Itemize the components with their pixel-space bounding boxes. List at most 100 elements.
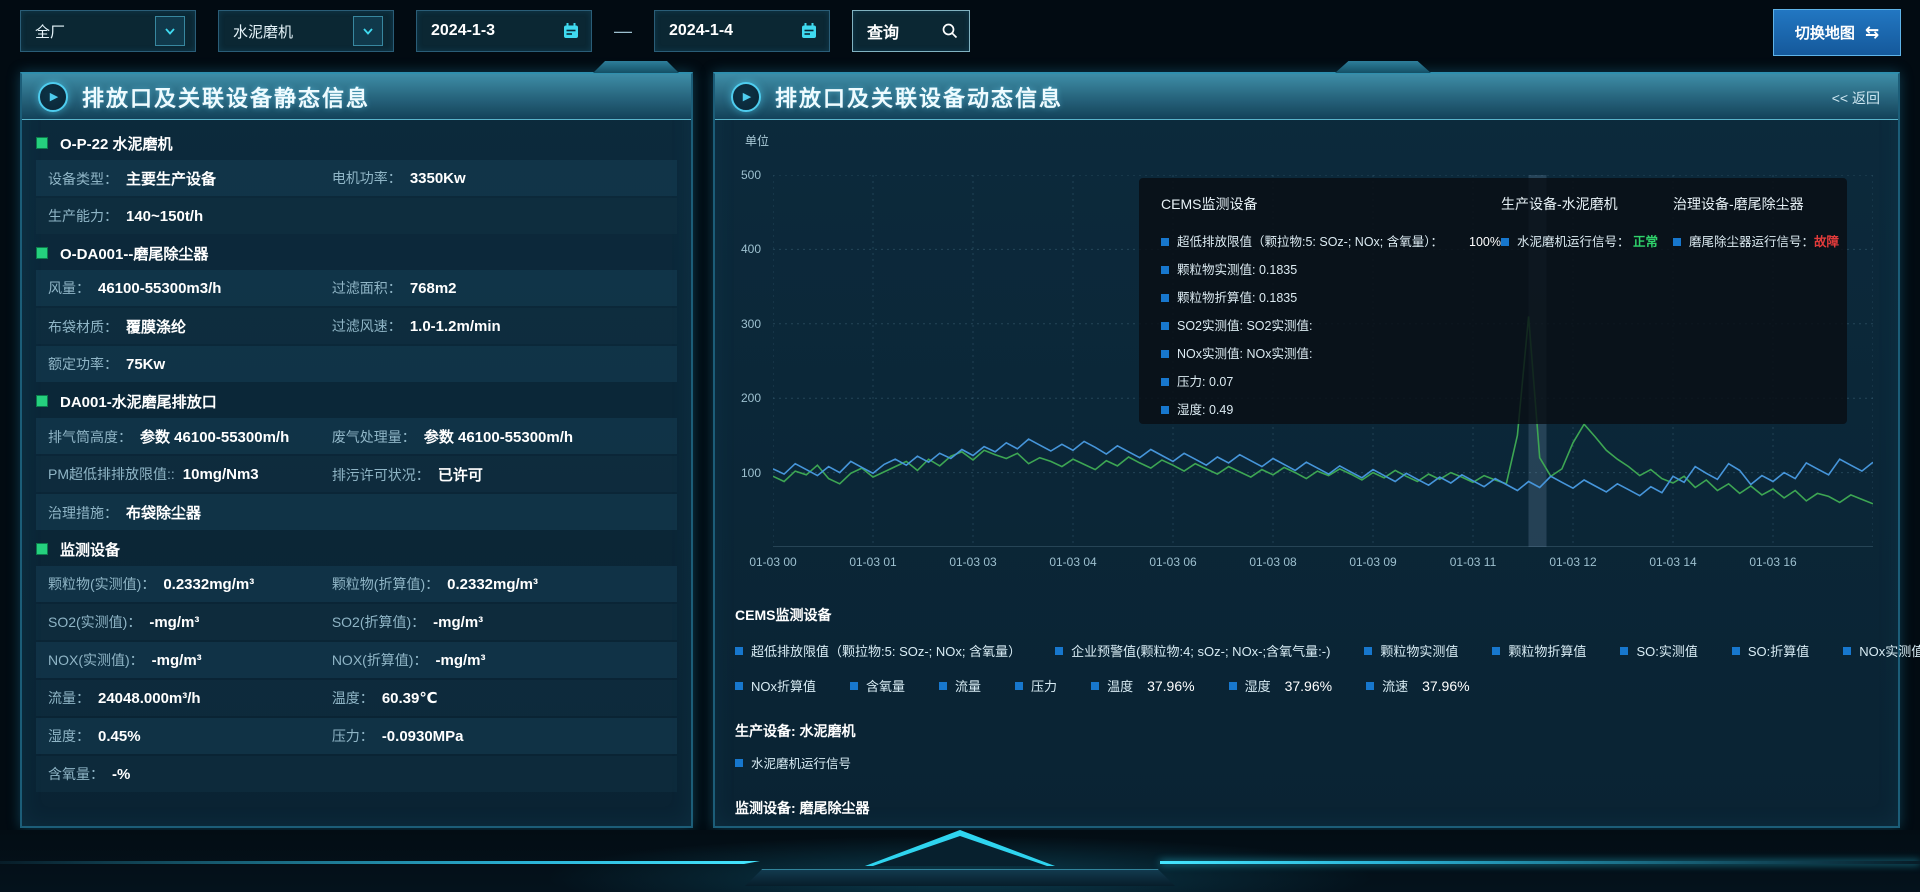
- legend-row-1: 超低排放限值（颗拉物:5: SOz-; NOx; 含氧量） 企业预警值(颗粒物:…: [735, 641, 1920, 660]
- x-tick-label: 01-03 11: [1449, 555, 1497, 569]
- field-label: 过滤风速：: [331, 318, 402, 334]
- tooltip-item: NOx实测值: NOx实测值:: [1161, 340, 1501, 368]
- field-label: NOX(实测值)：: [48, 652, 144, 668]
- field-label: 流量：: [48, 690, 90, 706]
- blue-square-icon: [735, 681, 743, 690]
- table-row: 布袋材质： 覆膜涤纶 过滤风速： 1.0-1.2m/min: [36, 308, 677, 344]
- table-row: 治理措施： 布袋除尘器: [36, 494, 677, 530]
- back-link[interactable]: << 返回: [1831, 90, 1880, 106]
- static-info-content: O-P-22 水泥磨机 设备类型： 主要生产设备 电机功率： 3350Kw 生产能力…: [22, 120, 691, 792]
- blue-square-icon: [1161, 378, 1169, 386]
- tooltip-item: 水泥磨机运行信号： 正常: [1500, 228, 1673, 256]
- field-value: 75Kw: [126, 356, 166, 373]
- field-label: 设备类型：: [48, 170, 118, 187]
- legend-item[interactable]: 流量: [939, 676, 981, 695]
- blue-square-icon: [1091, 681, 1100, 690]
- blue-square-icon: [1161, 266, 1169, 274]
- swap-arrows-icon: ⇆: [1864, 22, 1880, 42]
- bottom-hud-decoration: [0, 830, 1920, 892]
- blue-square-icon: [1161, 294, 1169, 302]
- status-badge: 正常: [1632, 235, 1658, 249]
- field-label: 额定功率：: [48, 356, 118, 372]
- field-value: -mg/m³: [151, 652, 202, 669]
- blue-square-icon: [1228, 681, 1237, 690]
- table-row: 湿度： 0.45% 压力： -0.0930MPa: [36, 718, 677, 754]
- legend-item[interactable]: 湿度 37.96%: [1228, 676, 1332, 695]
- table-row: 流量： 24048.000m³/h 温度： 60.39℃: [36, 680, 677, 716]
- field-value: 60.39℃: [381, 690, 438, 707]
- device-select[interactable]: 水泥磨机: [218, 10, 394, 52]
- legend-item[interactable]: 颗粒物实测值: [1364, 641, 1458, 660]
- blue-square-icon: [1161, 406, 1169, 414]
- legend-item-value: 37.96%: [1147, 677, 1195, 694]
- blue-square-icon: [1672, 238, 1681, 246]
- blue-square-icon: [939, 681, 948, 690]
- switch-map-button[interactable]: 切换地图 ⇆: [1773, 9, 1901, 56]
- legend-item[interactable]: 压力: [1015, 676, 1057, 695]
- start-date-input[interactable]: 2024-1-3: [416, 10, 592, 52]
- tooltip-treatment-column: 治理设备-磨尾除尘器 磨尾除尘器运行信号： 故障: [1672, 194, 1839, 408]
- field-value: -mg/m³: [149, 614, 200, 631]
- legend-item[interactable]: SO:折算值: [1731, 641, 1809, 660]
- y-tick-label: 300: [740, 316, 761, 331]
- table-row: NOX(实测值)： -mg/m³ NOX(折算值)： -mg/m³: [36, 642, 677, 678]
- static-info-panel: ▶ 排放口及关联设备静态信息 O-P-22 水泥磨机 设备类型： 主要生产设备 电…: [20, 61, 693, 828]
- legend-item[interactable]: 温度 37.96%: [1091, 676, 1195, 695]
- group-title-production-device: 生产设备: 水泥磨机: [735, 723, 856, 739]
- section-title-production-device: O-P-22 水泥磨机: [36, 126, 677, 160]
- start-date-value: 2024-1-3: [431, 22, 496, 39]
- field-value: 0.45%: [98, 728, 141, 745]
- field-label: 过滤面积：: [331, 280, 402, 296]
- green-square-icon: [36, 137, 48, 149]
- section-title-monitor-device: 监测设备: [36, 532, 677, 566]
- field-label: 湿度：: [48, 728, 90, 744]
- table-row: 风量： 46100-55300m3/h 过滤面积： 768m2: [36, 270, 677, 306]
- x-tick-label: 01-03 01: [849, 555, 897, 569]
- field-value: 主要生产设备: [126, 170, 217, 188]
- plant-select-value: 全厂: [35, 23, 66, 41]
- legend-item[interactable]: 含氧量: [850, 676, 905, 695]
- chart-tooltip: CEMS监测设备 超低排放限值（颗拉物:5: SOz-; NOx; 含氧量）： 1…: [1139, 178, 1847, 424]
- tooltip-item: SO2实测值: SO2实测值:: [1161, 312, 1501, 340]
- legend-group-title-cems: CEMS监测设备: [735, 607, 832, 623]
- legend-item[interactable]: 企业预警值(颗粒物:4; sOz-; NOx-;含氧气量:-): [1055, 641, 1330, 660]
- y-axis-labels: 500 400 300 200 100: [733, 168, 765, 547]
- query-button[interactable]: 查询: [852, 10, 970, 52]
- x-tick-label: 01-03 04: [1049, 555, 1097, 569]
- field-value: 0.2332mg/m³: [163, 576, 255, 593]
- field-value: 参数 46100-55300m/h: [423, 428, 574, 446]
- legend-item[interactable]: NOx实测值: [1843, 641, 1920, 660]
- x-tick-label: 01-03 00: [749, 555, 797, 569]
- device-select-value: 水泥磨机: [233, 23, 294, 41]
- dynamic-info-panel-title: 排放口及关联设备动态信息: [775, 85, 1064, 111]
- field-value: 参数 46100-55300m/h: [140, 428, 290, 446]
- blue-square-icon: [1161, 322, 1169, 330]
- legend-item[interactable]: SO:实测值: [1620, 641, 1698, 660]
- blue-square-icon: [1731, 646, 1740, 655]
- y-tick-label: 200: [740, 391, 761, 406]
- blue-square-icon: [1500, 238, 1509, 246]
- field-label: 含氧量：: [48, 766, 104, 782]
- x-tick-label: 01-03 16: [1749, 555, 1797, 569]
- blue-square-icon: [1620, 646, 1629, 655]
- decoration-line-left: [0, 861, 760, 864]
- group-item[interactable]: 水泥磨机运行信号: [735, 753, 1880, 772]
- blue-square-icon: [1161, 238, 1169, 246]
- field-value: -0.0930MPa: [381, 728, 464, 745]
- end-date-input[interactable]: 2024-1-4: [654, 10, 830, 52]
- legend-item[interactable]: 流速 37.96%: [1366, 676, 1470, 695]
- table-row: 额定功率： 75Kw: [36, 346, 677, 382]
- table-row: 含氧量： -%: [36, 756, 677, 792]
- table-row: PM超低排排放限值:: 10mg/Nm3 排污许可状况： 已许可: [36, 456, 677, 492]
- section-title-outlet: DA001-水泥磨尾排放口: [36, 384, 677, 418]
- tooltip-item: 压力: 0.07: [1161, 368, 1501, 396]
- legend-item[interactable]: 颗粒物折算值: [1492, 641, 1586, 660]
- field-label: 生产能力：: [48, 208, 118, 224]
- tooltip-cems-column: CEMS监测设备 超低排放限值（颗拉物:5: SOz-; NOx; 含氧量）： 1…: [1161, 194, 1501, 417]
- plant-select[interactable]: 全厂: [20, 10, 196, 52]
- legend-item[interactable]: 超低排放限值（颗拉物:5: SOz-; NOx; 含氧量）: [735, 641, 1021, 660]
- field-label: 布袋材质：: [48, 318, 118, 335]
- legend-item[interactable]: NOx折算值: [735, 676, 816, 695]
- field-label: 排气筒高度：: [48, 428, 132, 445]
- panel-tab-decoration: [593, 61, 679, 73]
